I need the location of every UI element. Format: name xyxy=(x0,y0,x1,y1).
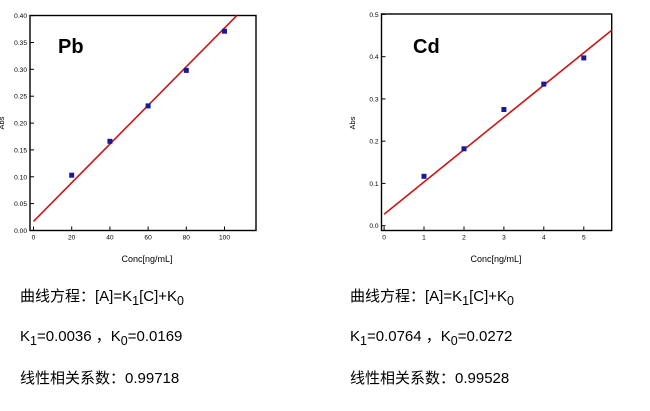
svg-text:2: 2 xyxy=(462,235,466,242)
svg-text:60: 60 xyxy=(144,235,152,242)
svg-text:Cd: Cd xyxy=(413,36,440,58)
svg-text:0: 0 xyxy=(382,235,386,242)
svg-text:80: 80 xyxy=(183,235,191,242)
svg-text:0.5: 0.5 xyxy=(369,12,378,19)
svg-text:0.25: 0.25 xyxy=(14,94,27,101)
svg-text:0.3: 0.3 xyxy=(369,96,378,103)
svg-text:3: 3 xyxy=(502,235,506,242)
svg-text:Conc[ng/mL]: Conc[ng/mL] xyxy=(121,254,172,264)
svg-text:40: 40 xyxy=(106,235,114,242)
svg-text:0.0: 0.0 xyxy=(369,223,378,230)
svg-text:0.2: 0.2 xyxy=(369,139,378,146)
svg-text:100: 100 xyxy=(219,235,230,242)
svg-text:0.05: 0.05 xyxy=(14,201,27,208)
svg-text:Conc[ng/mL]: Conc[ng/mL] xyxy=(470,254,521,264)
svg-text:0.15: 0.15 xyxy=(14,147,27,154)
svg-text:0: 0 xyxy=(32,235,36,242)
svg-text:0.20: 0.20 xyxy=(14,121,27,128)
svg-text:0.35: 0.35 xyxy=(14,40,27,47)
svg-text:Abs: Abs xyxy=(0,116,6,129)
svg-text:4: 4 xyxy=(542,235,546,242)
svg-text:Abs: Abs xyxy=(348,116,357,129)
svg-text:0.00: 0.00 xyxy=(14,228,27,235)
svg-text:Pb: Pb xyxy=(58,36,84,58)
svg-text:0.40: 0.40 xyxy=(14,13,27,20)
svg-text:5: 5 xyxy=(582,235,586,242)
svg-text:0.1: 0.1 xyxy=(369,181,378,188)
svg-text:0.30: 0.30 xyxy=(14,67,27,74)
svg-text:20: 20 xyxy=(68,235,76,242)
svg-text:1: 1 xyxy=(422,235,426,242)
svg-text:0.4: 0.4 xyxy=(369,54,378,61)
svg-text:0.10: 0.10 xyxy=(14,174,27,181)
